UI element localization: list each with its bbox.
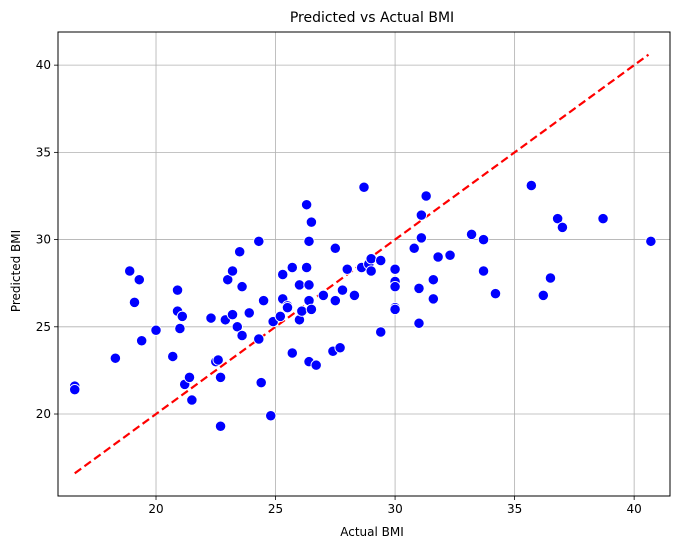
data-point (551, 212, 564, 225)
data-point (128, 296, 141, 309)
data-point (286, 261, 298, 274)
data-point (420, 190, 432, 202)
data-point (389, 263, 401, 275)
data-point (214, 420, 227, 432)
data-point (310, 359, 322, 371)
data-point (365, 253, 377, 265)
y-axis-ticks: 20 25 30 35 40 (36, 58, 58, 421)
data-point (274, 310, 286, 322)
y-tick-label: 35 (36, 145, 51, 159)
data-point (432, 251, 444, 263)
data-point (171, 284, 184, 296)
data-point (365, 265, 377, 277)
data-point (176, 310, 188, 322)
data-point (329, 242, 341, 254)
data-point (236, 329, 248, 342)
data-point (69, 383, 81, 396)
data-point (303, 279, 315, 291)
data-point (427, 274, 439, 286)
data-point (183, 371, 196, 384)
data-point (133, 274, 145, 286)
data-point (334, 342, 346, 354)
data-point (544, 272, 557, 284)
data-point (556, 221, 569, 234)
data-point (214, 371, 227, 384)
y-tick-label: 25 (36, 320, 51, 334)
data-point (597, 212, 609, 225)
data-point (253, 333, 265, 345)
data-point (329, 294, 341, 307)
x-axis-label: Actual BMI (340, 525, 404, 539)
data-point (305, 303, 318, 316)
y-axis-label: Predicted BMI (9, 230, 23, 312)
data-point (300, 199, 313, 211)
data-point (174, 322, 186, 335)
data-point (415, 209, 428, 221)
data-point (465, 228, 478, 240)
data-point (231, 321, 243, 333)
data-point (109, 352, 122, 364)
data-point (413, 282, 425, 295)
data-point (236, 281, 248, 293)
data-point (226, 265, 239, 277)
data-point (537, 289, 549, 302)
data-point (525, 179, 537, 192)
data-point (413, 317, 425, 329)
points-layer (69, 179, 657, 432)
data-point (305, 216, 318, 228)
data-point (408, 242, 420, 254)
data-point (477, 265, 490, 277)
data-point (136, 335, 148, 347)
data-point (257, 294, 270, 307)
data-point (375, 326, 387, 338)
data-point (389, 303, 401, 316)
x-axis-ticks: 20 25 30 35 40 (148, 496, 642, 516)
data-point (375, 254, 387, 267)
data-point (243, 307, 255, 319)
data-point (348, 289, 361, 302)
data-point (186, 394, 198, 406)
data-point (300, 261, 313, 274)
x-tick-label: 40 (627, 502, 642, 516)
data-point (265, 410, 277, 422)
plot-frame (57, 31, 671, 497)
data-point (293, 279, 306, 291)
data-point (255, 376, 267, 389)
y-tick-label: 20 (36, 407, 51, 421)
data-point (277, 268, 289, 281)
data-point (303, 235, 315, 247)
data-point (253, 235, 265, 247)
data-point (645, 235, 657, 247)
data-point (167, 350, 179, 363)
data-point (281, 301, 294, 314)
data-point (358, 181, 370, 193)
data-point (222, 274, 234, 286)
x-tick-label: 30 (387, 502, 402, 516)
data-point (317, 289, 330, 302)
data-point (124, 265, 136, 277)
y-tick-label: 30 (36, 233, 51, 247)
data-point (415, 232, 428, 244)
data-point (296, 305, 308, 317)
x-tick-label: 20 (148, 502, 163, 516)
data-point (341, 263, 353, 275)
data-point (234, 246, 246, 258)
data-point (286, 347, 298, 359)
data-point (150, 324, 162, 336)
y-tick-label: 40 (36, 58, 51, 72)
data-point (205, 312, 217, 324)
data-point (427, 293, 439, 305)
data-point (489, 288, 502, 300)
data-point (212, 354, 224, 366)
data-point (336, 284, 349, 296)
x-tick-label: 35 (507, 502, 522, 516)
x-tick-label: 25 (268, 502, 283, 516)
data-point (226, 308, 239, 321)
data-point (444, 249, 456, 261)
data-point (389, 281, 401, 293)
data-point (477, 233, 490, 246)
chart-title: Predicted vs Actual BMI (290, 10, 454, 26)
